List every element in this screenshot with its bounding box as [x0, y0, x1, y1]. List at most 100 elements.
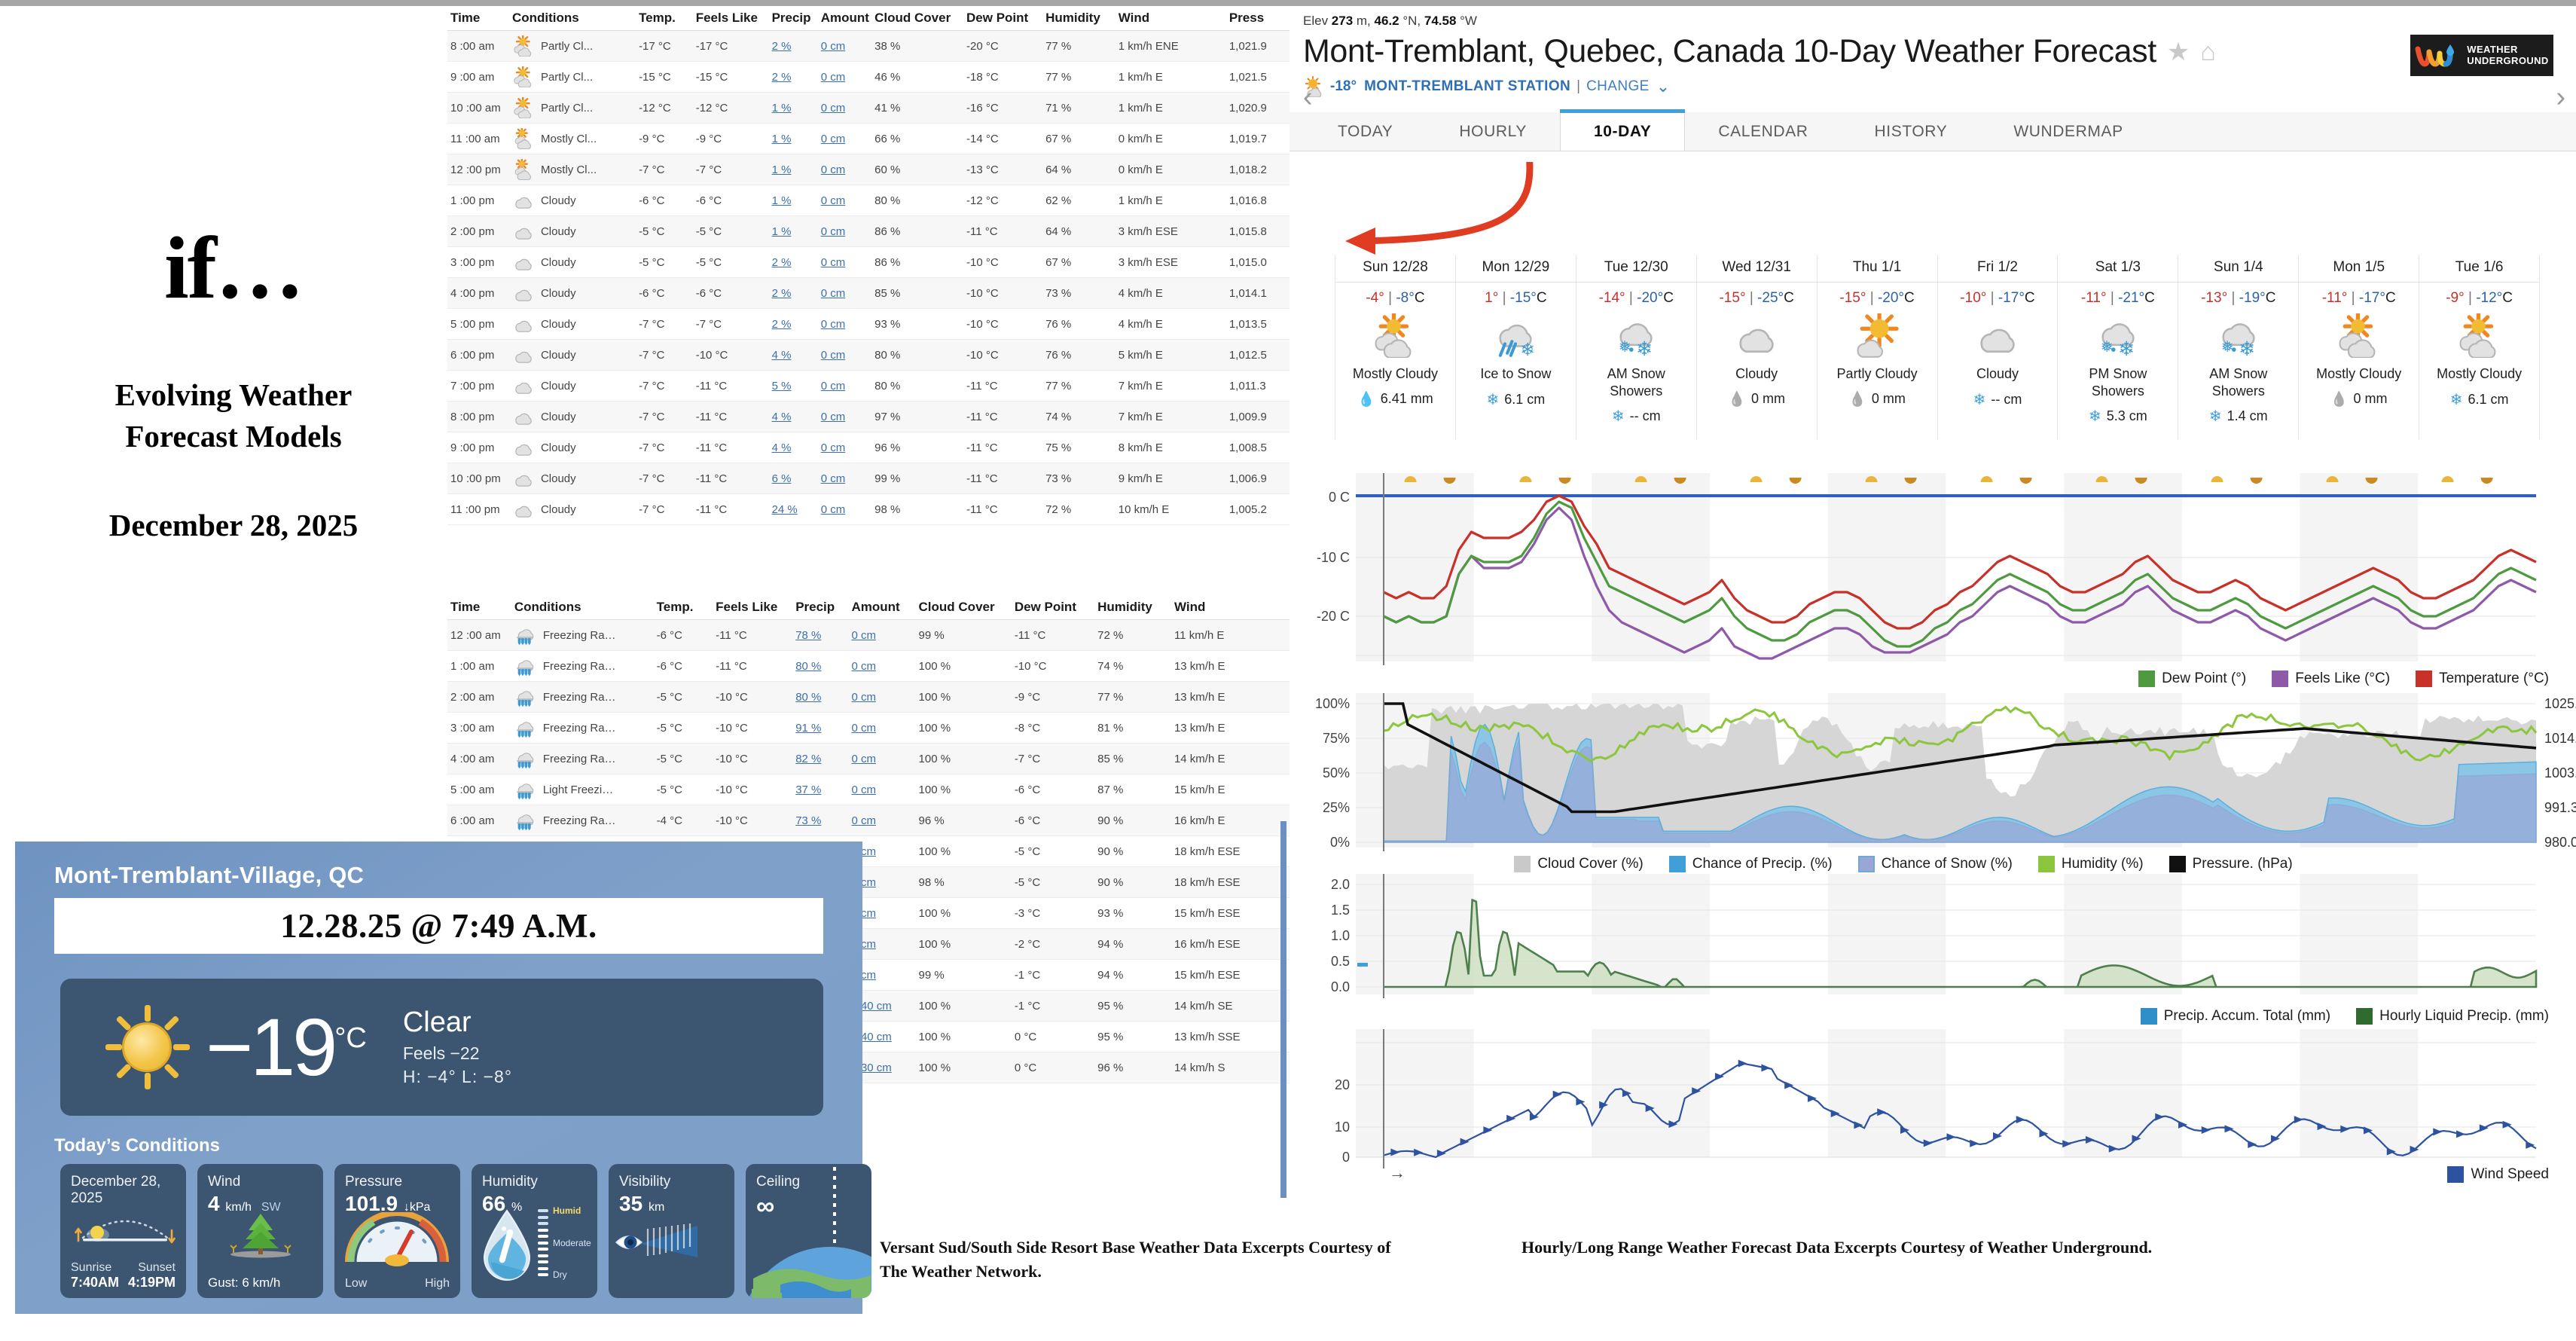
cell-precip[interactable]: 5 %	[768, 370, 818, 402]
tab-hourly[interactable]: HOURLY	[1459, 122, 1527, 140]
link-precip[interactable]: 37 %	[795, 783, 822, 796]
cell-amount[interactable]: 0 cm	[817, 246, 872, 278]
cell-amount[interactable]: 0 cm	[817, 154, 872, 185]
link-precip[interactable]: 80 %	[795, 690, 822, 704]
link-amount[interactable]: 0 cm	[851, 814, 876, 827]
link-amount[interactable]: 0 cm	[851, 628, 876, 642]
link-amount[interactable]: 0 cm	[820, 348, 846, 362]
link-amount[interactable]: 0 cm	[820, 502, 846, 516]
cell-precip[interactable]: 1 %	[768, 185, 818, 216]
link-precip[interactable]: 1 %	[771, 101, 792, 115]
tab-10-day[interactable]: 10-DAY	[1559, 109, 1686, 151]
cell-precip[interactable]: 4 %	[768, 432, 818, 463]
day-card-7[interactable]: Sun 1/4 -13° | -19°C ❅ ❄ AM Snow Showers ❄ 1.4…	[2178, 255, 2299, 439]
link-precip[interactable]: 24 %	[771, 502, 798, 516]
cell-amount[interactable]: 0 cm	[817, 277, 872, 309]
day-card-8[interactable]: Mon 1/5 -11° | -17°C Mostly Cloudy 💧 0 mm	[2298, 255, 2419, 439]
cell-precip[interactable]: 82 %	[792, 743, 849, 774]
cell-precip[interactable]: 2 %	[768, 308, 818, 340]
cell-amount[interactable]: 0 cm	[848, 712, 916, 744]
link-amount[interactable]: 0 cm	[820, 70, 846, 84]
cell-amount[interactable]: 0 cm	[848, 743, 916, 774]
cell-precip[interactable]: 1 %	[768, 92, 818, 124]
link-amount[interactable]: 0 cm	[820, 101, 846, 115]
link-precip[interactable]: 1 %	[771, 132, 792, 145]
cell-precip[interactable]: 78 %	[792, 619, 849, 651]
cell-amount[interactable]: 0 cm	[848, 681, 916, 713]
cell-precip[interactable]: 1 %	[768, 154, 818, 185]
cell-precip[interactable]: 4 %	[768, 401, 818, 432]
link-precip[interactable]: 2 %	[771, 317, 792, 331]
cell-precip[interactable]: 91 %	[792, 712, 849, 744]
cell-precip[interactable]: 2 %	[768, 61, 818, 93]
link-precip[interactable]: 80 %	[795, 659, 822, 673]
link-precip[interactable]: 1 %	[771, 225, 792, 238]
cell-amount[interactable]: 0 cm	[848, 650, 916, 682]
next-days-arrow[interactable]: ›	[2556, 81, 2565, 113]
link-precip[interactable]: 1 %	[771, 194, 792, 207]
link-precip[interactable]: 5 %	[771, 379, 792, 393]
link-precip[interactable]: 73 %	[795, 814, 822, 827]
link-amount[interactable]: 0 cm	[820, 39, 846, 53]
link-amount[interactable]: 0 cm	[820, 441, 846, 454]
tab-calendar[interactable]: CALENDAR	[1718, 122, 1808, 140]
link-amount[interactable]: 0 cm	[820, 472, 846, 485]
link-amount[interactable]: 0 cm	[820, 286, 846, 300]
day-card-9[interactable]: Tue 1/6 -9° | -12°C Mostly Cloudy ❄ 6.1 cm	[2419, 255, 2541, 439]
cell-precip[interactable]: 2 %	[768, 246, 818, 278]
cell-amount[interactable]: 0 cm	[817, 308, 872, 340]
cell-precip[interactable]: 6 %	[768, 463, 818, 494]
cell-precip[interactable]: 73 %	[792, 805, 849, 836]
cell-precip[interactable]: 24 %	[768, 493, 818, 525]
cell-amount[interactable]: 0 cm	[817, 463, 872, 494]
link-precip[interactable]: 2 %	[771, 70, 792, 84]
link-amount[interactable]: 0 cm	[851, 659, 876, 673]
tab-today[interactable]: TODAY	[1338, 122, 1393, 140]
cell-amount[interactable]: 0 cm	[817, 432, 872, 463]
tab-wundermap[interactable]: WUNDERMAP	[2013, 122, 2123, 140]
tab-history[interactable]: HISTORY	[1874, 122, 1948, 140]
link-amount[interactable]: 0 cm	[851, 721, 876, 735]
link-precip[interactable]: 91 %	[795, 721, 822, 735]
day-card-4[interactable]: Thu 1/1 -15° | -20°C Partly Cloudy 💧 0 mm	[1816, 255, 1937, 439]
link-precip[interactable]: 1 %	[771, 163, 792, 176]
link-amount[interactable]: 0 cm	[851, 690, 876, 704]
chevron-down-icon[interactable]: ⌄	[1656, 77, 1671, 96]
cell-amount[interactable]: 0 cm	[817, 401, 872, 432]
cell-amount[interactable]: 0 cm	[848, 619, 916, 651]
prev-days-arrow[interactable]: ‹	[1303, 81, 1313, 113]
link-precip[interactable]: 4 %	[771, 348, 792, 362]
link-amount[interactable]: 0 cm	[820, 379, 846, 393]
link-precip[interactable]: 2 %	[771, 39, 792, 53]
day-card-1[interactable]: Mon 12/29 1° | -15°C ❄ Ice to Snow ❄ 6.1 cm	[1454, 255, 1576, 439]
cell-amount[interactable]: 0 cm	[817, 92, 872, 124]
link-amount[interactable]: 0 cm	[820, 410, 846, 423]
link-amount[interactable]: 0 cm	[851, 783, 876, 796]
cell-precip[interactable]: 80 %	[792, 681, 849, 713]
link-amount[interactable]: 0 cm	[820, 194, 846, 207]
link-amount[interactable]: 0 cm	[820, 132, 846, 145]
cell-amount[interactable]: 0 cm	[817, 493, 872, 525]
link-amount[interactable]: 0 cm	[820, 317, 846, 331]
link-amount[interactable]: 0 cm	[820, 255, 846, 269]
day-card-2[interactable]: Tue 12/30 -14° | -20°C ❅ ❄ AM Snow Showers ❄ -…	[1575, 255, 1696, 439]
cell-amount[interactable]: 0 cm	[848, 774, 916, 805]
link-precip[interactable]: 2 %	[771, 286, 792, 300]
link-precip[interactable]: 78 %	[795, 628, 822, 642]
cell-precip[interactable]: 4 %	[768, 339, 818, 371]
cell-precip[interactable]: 1 %	[768, 215, 818, 247]
cell-amount[interactable]: 0 cm	[817, 61, 872, 93]
change-station-button[interactable]: CHANGE	[1586, 78, 1650, 94]
cell-precip[interactable]: 37 %	[792, 774, 849, 805]
link-amount[interactable]: 0 cm	[851, 752, 876, 765]
cell-amount[interactable]: 0 cm	[817, 185, 872, 216]
day-card-5[interactable]: Fri 1/2 -10° | -17°C Cloudy ❄ -- cm	[1937, 255, 2058, 439]
star-icon[interactable]: ★	[2166, 37, 2190, 66]
link-precip[interactable]: 2 %	[771, 255, 792, 269]
link-precip[interactable]: 82 %	[795, 752, 822, 765]
link-precip[interactable]: 4 %	[771, 410, 792, 423]
link-amount[interactable]: 0 cm	[820, 163, 846, 176]
day-card-0[interactable]: Sun 12/28 -4° | -8°C Mostly Cloudy 💧 6.41 mm	[1335, 255, 1455, 439]
link-precip[interactable]: 6 %	[771, 472, 792, 485]
cell-precip[interactable]: 2 %	[768, 277, 818, 309]
